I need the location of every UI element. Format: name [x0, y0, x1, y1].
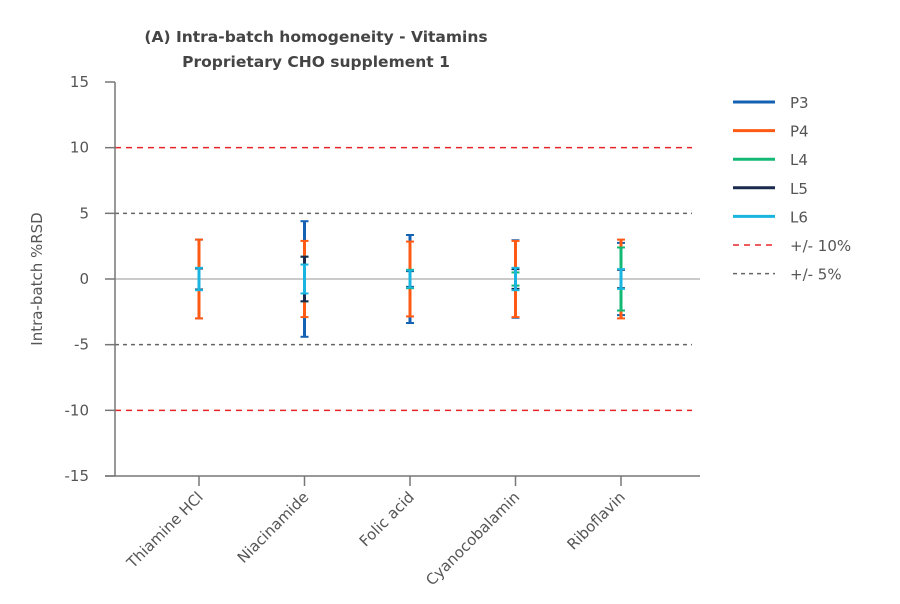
chart-subtitle: Proprietary CHO supplement 1 [182, 53, 450, 71]
error-bar-l6 [617, 268, 625, 290]
x-tick-label: Niacinamide [234, 488, 313, 567]
y-tick-label: -15 [65, 467, 90, 485]
x-tick-label: Cyanocobalamin [422, 488, 523, 589]
legend-label-l6: L6 [790, 208, 808, 226]
y-tick-label: -5 [74, 336, 89, 354]
error-bar-l6 [195, 266, 203, 292]
error-bar-l6 [511, 266, 520, 292]
y-tick-label: 15 [70, 73, 89, 91]
x-tick-label: Folic acid [356, 488, 418, 550]
legend-label-p3: P3 [790, 94, 809, 112]
error-bar-l6 [406, 269, 414, 289]
x-tick-label: Thiamine HCl [123, 488, 207, 572]
y-axis-label: Intra-batch %RSD [28, 212, 46, 345]
error-bar-l6 [300, 263, 309, 295]
legend-label-p4: P4 [790, 123, 809, 141]
legend-label-ref: +/- 5% [790, 266, 842, 284]
y-tick-label: 0 [79, 270, 89, 288]
legend-label-l4: L4 [790, 151, 808, 169]
legend-label-l5: L5 [790, 180, 808, 198]
y-tick-label: -10 [65, 401, 90, 419]
legend-label-ref: +/- 10% [790, 237, 851, 255]
y-tick-label: 5 [79, 204, 89, 222]
y-tick-label: 10 [70, 139, 89, 157]
x-tick-label: Riboflavin [563, 488, 628, 553]
chart-title: (A) Intra-batch homogeneity - Vitamins [144, 28, 487, 46]
